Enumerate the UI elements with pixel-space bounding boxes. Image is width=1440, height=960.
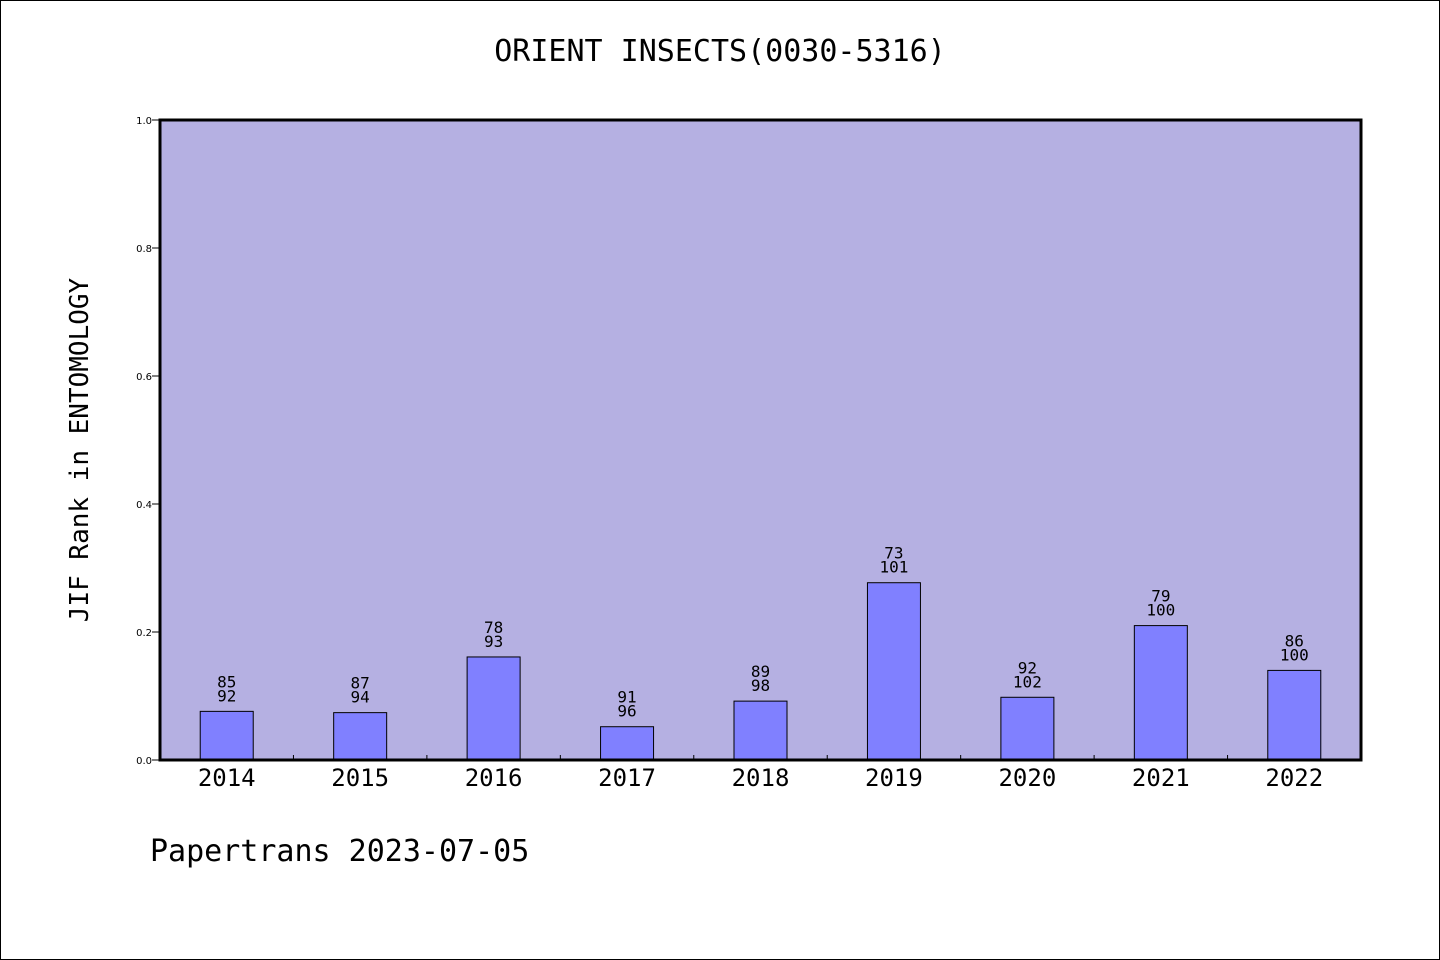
bar-label-top: 79	[1151, 587, 1170, 606]
y-tick-label: 0.2	[136, 628, 152, 639]
bar	[733, 700, 788, 761]
bar	[466, 656, 521, 761]
x-tick-label: 2016	[465, 764, 523, 792]
bar	[199, 710, 254, 761]
bar	[1133, 625, 1188, 761]
y-tick-label: 0.4	[136, 500, 152, 511]
bar	[1000, 696, 1055, 761]
bar-label-top: 78	[484, 618, 503, 637]
bar-label-bottom: 100	[1280, 645, 1309, 664]
bar-label-top: 86	[1285, 631, 1304, 650]
x-tick-label: 2017	[598, 764, 656, 792]
bar-label-bottom: 92	[217, 686, 236, 705]
bar	[600, 726, 655, 761]
chart-title: ORIENT INSECTS(0030-5316)	[494, 34, 946, 69]
bar-label-bottom: 98	[751, 676, 770, 695]
plot-area: 0.00.20.40.60.81.08592201487942015789320…	[136, 116, 1363, 792]
bar-label-top: 87	[351, 674, 370, 693]
bar-label-top: 73	[884, 544, 903, 563]
bar	[333, 712, 388, 761]
y-tick-label: 1.0	[136, 116, 152, 127]
bar-label-top: 85	[217, 672, 236, 691]
x-tick-label: 2021	[1132, 764, 1190, 792]
y-tick-label: 0.0	[136, 756, 152, 767]
x-tick-label: 2014	[198, 764, 256, 792]
x-tick-label: 2020	[998, 764, 1056, 792]
x-tick-label: 2015	[331, 764, 389, 792]
bar-label-bottom: 101	[879, 558, 908, 577]
bar-label-bottom: 94	[351, 688, 370, 707]
x-tick-label: 2019	[865, 764, 923, 792]
x-tick-label: 2022	[1265, 764, 1323, 792]
bar-label-top: 92	[1018, 658, 1037, 677]
bar-label-top: 89	[751, 662, 770, 681]
x-tick-label: 2018	[732, 764, 790, 792]
bar-label-top: 91	[617, 688, 636, 707]
bar	[1267, 669, 1322, 761]
bar-label-bottom: 93	[484, 632, 503, 651]
plot-border	[158, 118, 1363, 762]
bar	[866, 582, 921, 761]
y-tick-label: 0.8	[136, 244, 152, 255]
footer-text: Papertrans 2023-07-05	[150, 834, 530, 869]
bar-label-bottom: 102	[1013, 672, 1042, 691]
bar-label-bottom: 100	[1146, 601, 1175, 620]
y-tick-label: 0.6	[136, 372, 152, 383]
bar-label-bottom: 96	[617, 702, 636, 721]
